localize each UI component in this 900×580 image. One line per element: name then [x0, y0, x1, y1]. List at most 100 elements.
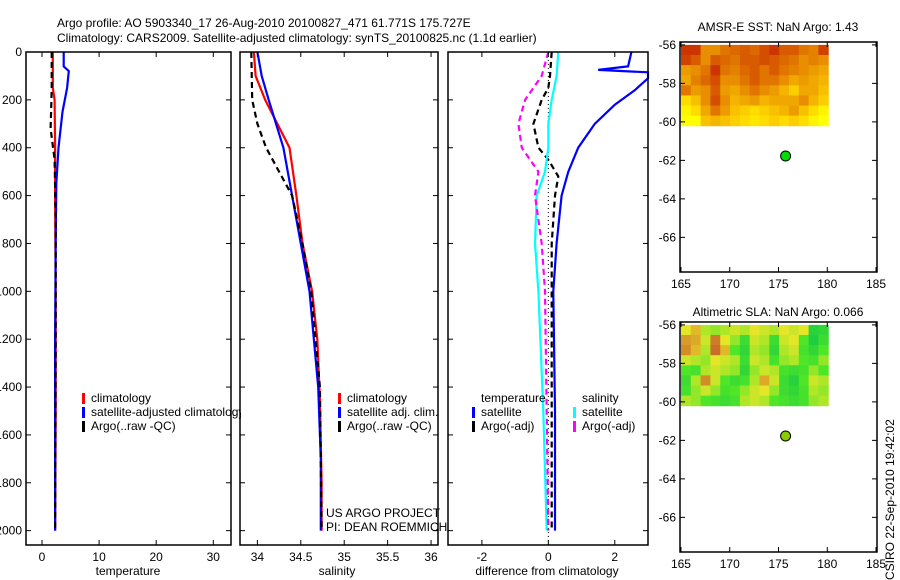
heatmap-cell — [779, 385, 790, 397]
heatmap-cell — [720, 44, 731, 56]
series-line-climatology — [252, 51, 323, 531]
heatmap-cell — [788, 85, 800, 96]
heatmap-cell — [730, 115, 741, 127]
heatmap-cell — [798, 345, 810, 356]
heatmap-cell — [700, 385, 711, 397]
heatmap-cell — [720, 85, 731, 96]
heatmap-cell — [690, 365, 702, 376]
heatmap-cell — [779, 334, 790, 346]
heatmap-cell — [680, 365, 692, 376]
heatmap-cell — [769, 355, 780, 366]
heatmap-cell — [808, 115, 819, 127]
legend-label: Argo(..raw -QC) — [347, 419, 432, 433]
heatmap-cell — [720, 105, 731, 117]
heatmap-cell — [720, 395, 731, 407]
heatmap-cell — [730, 95, 741, 107]
heatmap-cell — [680, 75, 692, 86]
sla-map-panel: 165 170 175 180 185 -56 -58 -60 -62 -64 -66 — [659, 318, 887, 571]
x-tick-label: 10 — [92, 550, 106, 564]
y-tick-label: -58 — [659, 356, 677, 370]
heatmap-cell — [818, 385, 829, 397]
heatmap-cell — [749, 75, 761, 86]
y-tick-label: -66 — [659, 230, 677, 244]
temperature-xlabel: temperature — [96, 564, 161, 578]
heatmap-cell — [749, 95, 761, 107]
heatmap-cell — [690, 395, 702, 407]
difference-legend-salinity: salinity satellite Argo(-adj) — [573, 391, 635, 433]
heatmap-cell — [818, 355, 829, 366]
heatmap-cell — [788, 345, 800, 356]
heatmap-cell — [739, 105, 751, 117]
heatmap-cell — [818, 345, 829, 356]
y-tick-label: 400 — [2, 141, 22, 155]
heatmap-cell — [779, 365, 790, 376]
heatmap-cell — [759, 395, 770, 407]
heatmap-cell — [739, 385, 751, 397]
heatmap-cell — [700, 334, 711, 346]
heatmap-cell — [779, 65, 790, 76]
heatmap-cell — [798, 355, 810, 366]
heatmap-cell — [798, 105, 810, 117]
heatmap-cell — [798, 44, 810, 56]
y-tick-label: -60 — [659, 115, 677, 129]
heatmap-cell — [769, 334, 780, 346]
heatmap-cell — [769, 85, 780, 96]
heatmap-cell — [720, 375, 731, 387]
series-line-temperature-argo-adj- — [532, 51, 560, 531]
heatmap-cell — [749, 115, 761, 127]
project-name: US ARGO PROJECT — [326, 506, 441, 520]
heatmap-cell — [739, 54, 751, 66]
heatmap-cell — [700, 115, 711, 127]
legend-swatch-black — [338, 420, 341, 432]
sla-map-title: Altimetric SLA: NaN Argo: 0.066 — [693, 305, 864, 319]
heatmap-cell — [749, 334, 761, 346]
argo-location-marker — [780, 430, 792, 442]
heatmap-cell — [779, 95, 790, 107]
heatmap-cell — [759, 44, 770, 56]
heatmap-cell — [720, 355, 731, 366]
salinity-xlabel: salinity — [319, 564, 356, 578]
heatmap-cell — [730, 375, 741, 387]
heatmap-cell — [700, 95, 711, 107]
heatmap-cell — [779, 345, 790, 356]
x-tick-label: 185 — [866, 277, 886, 291]
difference-legend-temperature: temperature satellite Argo(-adj) — [472, 391, 546, 433]
legend-swatch-black — [472, 420, 475, 432]
x-tick-label: 170 — [720, 277, 740, 291]
heatmap-cell — [779, 44, 790, 56]
heatmap-cell — [690, 324, 702, 336]
heatmap-cell — [769, 375, 780, 387]
heatmap-cell — [739, 44, 751, 56]
y-tick-label: 600 — [2, 189, 22, 203]
heatmap-cell — [798, 395, 810, 407]
x-tick-label: 0 — [545, 550, 552, 564]
heatmap-cell — [818, 105, 829, 117]
heatmap-cell — [749, 105, 761, 117]
heatmap-cell — [808, 85, 819, 96]
heatmap-cell — [690, 85, 702, 96]
heatmap-cell — [808, 375, 819, 387]
heatmap-cell — [818, 365, 829, 376]
heatmap-cell — [769, 324, 780, 336]
heatmap-cell — [818, 115, 829, 127]
heatmap-cell — [749, 375, 761, 387]
heatmap-cell — [749, 355, 761, 366]
heatmap-cell — [690, 105, 702, 117]
x-tick-label: 30 — [207, 550, 221, 564]
legend-label: Argo(-adj) — [582, 419, 636, 433]
y-tick-label: -62 — [659, 433, 677, 447]
heatmap-cell — [769, 365, 780, 376]
heatmap-cell — [680, 385, 692, 397]
heatmap-cell — [680, 334, 692, 346]
heatmap-cell — [730, 54, 741, 66]
legend-label: satellite — [481, 405, 522, 419]
y-tick-label: 1200 — [0, 332, 22, 346]
y-tick-label: -64 — [659, 472, 677, 486]
axes-frame — [25, 51, 232, 546]
heatmap-cell — [769, 345, 780, 356]
heatmap-cell — [779, 355, 790, 366]
heatmap-cell — [710, 375, 721, 387]
y-tick-label: -60 — [659, 395, 677, 409]
heatmap-cell — [700, 54, 711, 66]
